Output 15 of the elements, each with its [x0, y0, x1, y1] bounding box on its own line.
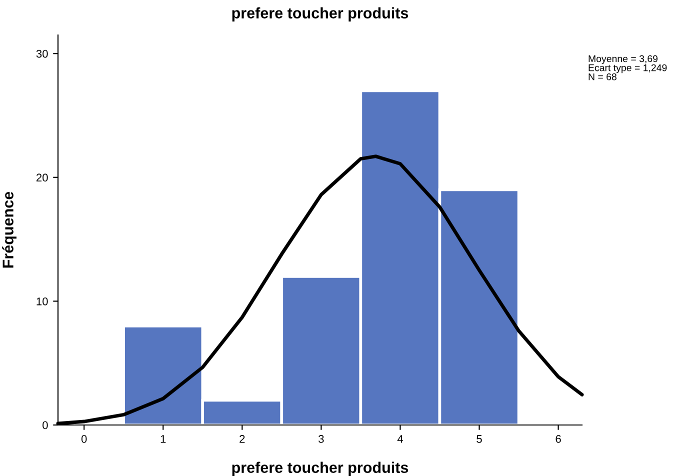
x-tick-label: 3	[318, 435, 324, 443]
x-tick-label: 4	[397, 435, 403, 443]
y-tick-label: 10	[36, 297, 48, 306]
chart-title: prefere toucher produits	[232, 7, 408, 22]
y-tick-label: 0	[42, 421, 48, 430]
x-tick-label: 1	[160, 435, 166, 443]
text: Moyenne = 3,69 Ecart type = 1,249 N = 68	[588, 55, 667, 80]
y-axis-title: Fréquence	[2, 192, 16, 268]
x-tick-label: 6	[556, 435, 561, 443]
y-tick-label: 20	[36, 174, 48, 182]
y-tick-label: 30	[36, 50, 48, 58]
x-tick-label: 5	[476, 435, 482, 443]
x-tick-label: 0	[81, 435, 87, 443]
x-tick-label: 2	[240, 435, 245, 443]
x-axis-title: prefere toucher produits	[232, 462, 408, 476]
